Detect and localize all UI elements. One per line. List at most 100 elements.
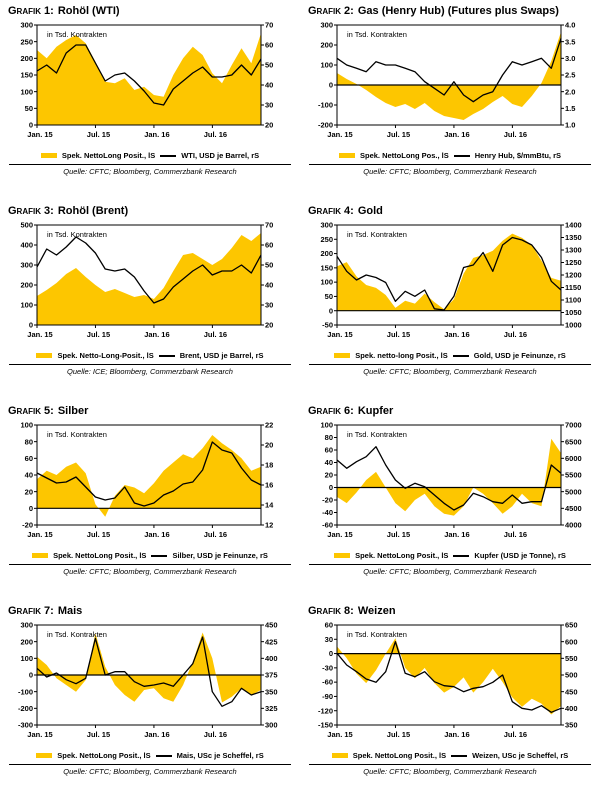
svg-text:in Tsd. Kontrakten: in Tsd. Kontrakten <box>347 230 407 239</box>
chart-legend: Spek. NettoLong Posit., lS Weizen, USc j… <box>307 751 593 760</box>
area-series-swatch <box>36 753 53 758</box>
svg-text:300: 300 <box>20 261 33 270</box>
source-note: Quelle: CFTC; Bloomberg, Commerzbank Res… <box>309 364 591 376</box>
svg-text:300: 300 <box>20 621 33 630</box>
svg-text:Jan. 16: Jan. 16 <box>444 330 469 339</box>
svg-text:650: 650 <box>565 621 578 630</box>
svg-text:40: 40 <box>325 458 333 467</box>
svg-text:1250: 1250 <box>565 258 582 267</box>
svg-text:150: 150 <box>320 263 333 272</box>
svg-text:Jul. 16: Jul. 16 <box>204 730 227 739</box>
svg-text:200: 200 <box>320 249 333 258</box>
svg-text:Jul. 16: Jul. 16 <box>204 130 227 139</box>
svg-text:2.0: 2.0 <box>565 87 575 96</box>
line-series-label: Mais, USc je Scheffel, rS <box>176 751 264 760</box>
svg-text:100: 100 <box>20 87 33 96</box>
svg-text:Jul. 15: Jul. 15 <box>87 530 110 539</box>
chart-plot: -150 -120 -90 -60 -30 0 30 60 350 400 450 500 550 600… <box>318 621 578 739</box>
area-series-swatch <box>334 553 351 558</box>
svg-text:60: 60 <box>265 41 273 50</box>
svg-text:-20: -20 <box>22 521 33 530</box>
chart-plot: -50 0 50 100 150 200 250 300 1000 1050 1100 1150 120… <box>320 221 582 339</box>
svg-text:0: 0 <box>329 649 333 658</box>
svg-text:-20: -20 <box>322 496 333 505</box>
chart-title: Grafik 4: Gold <box>307 204 593 220</box>
svg-text:Jul. 15: Jul. 15 <box>87 730 110 739</box>
chart-title-text: Gas (Henry Hub) (Futures plus Swaps) <box>357 5 559 17</box>
chart-title: Grafik 5: Silber <box>7 404 293 420</box>
line-series-swatch <box>451 754 468 757</box>
svg-text:Jul. 15: Jul. 15 <box>87 130 110 139</box>
svg-text:12: 12 <box>265 521 273 530</box>
svg-text:425: 425 <box>265 637 278 646</box>
chart-title-text: Mais <box>57 605 83 617</box>
svg-text:Jul. 15: Jul. 15 <box>387 730 410 739</box>
chart-title-prefix: Grafik 1: <box>8 5 54 17</box>
svg-text:80: 80 <box>325 433 333 442</box>
svg-text:-60: -60 <box>322 521 333 530</box>
svg-text:Jul. 15: Jul. 15 <box>387 330 410 339</box>
svg-text:-50: -50 <box>322 321 333 330</box>
svg-text:Jan. 16: Jan. 16 <box>144 130 169 139</box>
chart-legend: Spek. NettoLong Posit., lS Silber, USD j… <box>7 551 293 560</box>
svg-text:18: 18 <box>265 461 273 470</box>
svg-text:50: 50 <box>265 261 273 270</box>
svg-text:Jul. 16: Jul. 16 <box>204 330 227 339</box>
svg-text:in Tsd. Kontrakten: in Tsd. Kontrakten <box>347 630 407 639</box>
svg-text:1000: 1000 <box>565 321 582 330</box>
svg-text:4000: 4000 <box>565 521 582 530</box>
svg-text:-100: -100 <box>18 687 33 696</box>
svg-text:6000: 6000 <box>565 454 582 463</box>
chart-title-prefix: Grafik 8: <box>308 605 354 617</box>
svg-text:80: 80 <box>25 437 33 446</box>
area-series-label: Spek. netto-long Posit., lS <box>355 351 448 360</box>
chart-panel: Grafik 2: Gas (Henry Hub) (Futures plus S… <box>307 4 593 204</box>
svg-text:Jan. 16: Jan. 16 <box>444 730 469 739</box>
chart-legend: Spek. NettoLong Posit., lS Kupfer (USD j… <box>307 551 593 560</box>
svg-text:1150: 1150 <box>565 283 581 292</box>
svg-text:20: 20 <box>25 487 33 496</box>
chart-title-prefix: Grafik 5: <box>8 405 54 417</box>
svg-text:200: 200 <box>20 54 33 63</box>
svg-text:Jan. 15: Jan. 15 <box>327 530 352 539</box>
source-note: Quelle: CFTC; Bloomberg, Commerzbank Res… <box>309 764 591 776</box>
svg-text:1.5: 1.5 <box>565 104 575 113</box>
svg-text:Jan. 15: Jan. 15 <box>27 530 52 539</box>
svg-text:1400: 1400 <box>565 221 582 230</box>
chart-plot: -20 0 20 40 60 80 100 12 14 16 18 20 22 Jan. 15 Jul. 1… <box>20 421 274 539</box>
chart-legend: Spek. NettoLong Posit., lS Mais, USc je … <box>7 751 293 760</box>
svg-text:Jan. 16: Jan. 16 <box>144 330 169 339</box>
area-series-label: Spek. NettoLong Pos., lS <box>359 151 449 160</box>
svg-text:5000: 5000 <box>565 487 582 496</box>
area-series-label: Spek. NettoLong Posit., lS <box>53 551 147 560</box>
line-series-label: Gold, USD je Feinunze, rS <box>473 351 566 360</box>
svg-text:Jan. 15: Jan. 15 <box>27 730 52 739</box>
svg-text:325: 325 <box>265 704 278 713</box>
svg-text:in Tsd. Kontrakten: in Tsd. Kontrakten <box>347 430 407 439</box>
chart-title-prefix: Grafik 3: <box>8 205 54 217</box>
svg-text:400: 400 <box>265 654 278 663</box>
area-series-swatch <box>338 153 355 158</box>
chart-title: Grafik 1: Rohöl (WTI) <box>7 4 293 20</box>
chart-plot: -60 -40 -20 0 20 40 60 80 100 4000 4500 5000 5500 600… <box>320 421 582 539</box>
line-series-swatch <box>160 154 177 157</box>
svg-text:Jan. 15: Jan. 15 <box>27 130 52 139</box>
svg-text:-120: -120 <box>318 706 333 715</box>
svg-text:40: 40 <box>265 81 273 90</box>
svg-text:30: 30 <box>265 301 273 310</box>
chart-title-prefix: Grafik 2: <box>308 5 354 17</box>
chart-panel: Grafik 7: Mais -300 -200 -100 0 100 200 300 300 3… <box>7 604 293 804</box>
svg-text:4500: 4500 <box>565 504 582 513</box>
chart-plot: 0 100 200 300 400 500 20 30 40 50 60 70 Jan. 15 Jul. … <box>20 221 273 339</box>
svg-text:375: 375 <box>265 671 278 680</box>
svg-text:-40: -40 <box>322 508 333 517</box>
svg-text:70: 70 <box>265 21 273 30</box>
svg-text:300: 300 <box>320 21 333 30</box>
svg-text:200: 200 <box>20 281 33 290</box>
svg-text:0: 0 <box>329 483 333 492</box>
area-series-swatch <box>334 353 351 358</box>
chart-legend: Spek. NettoLong Posit., lS WTI, USD je B… <box>7 151 293 160</box>
svg-text:3.5: 3.5 <box>565 37 575 46</box>
line-series-swatch <box>151 554 168 557</box>
area-series-swatch <box>32 553 49 558</box>
